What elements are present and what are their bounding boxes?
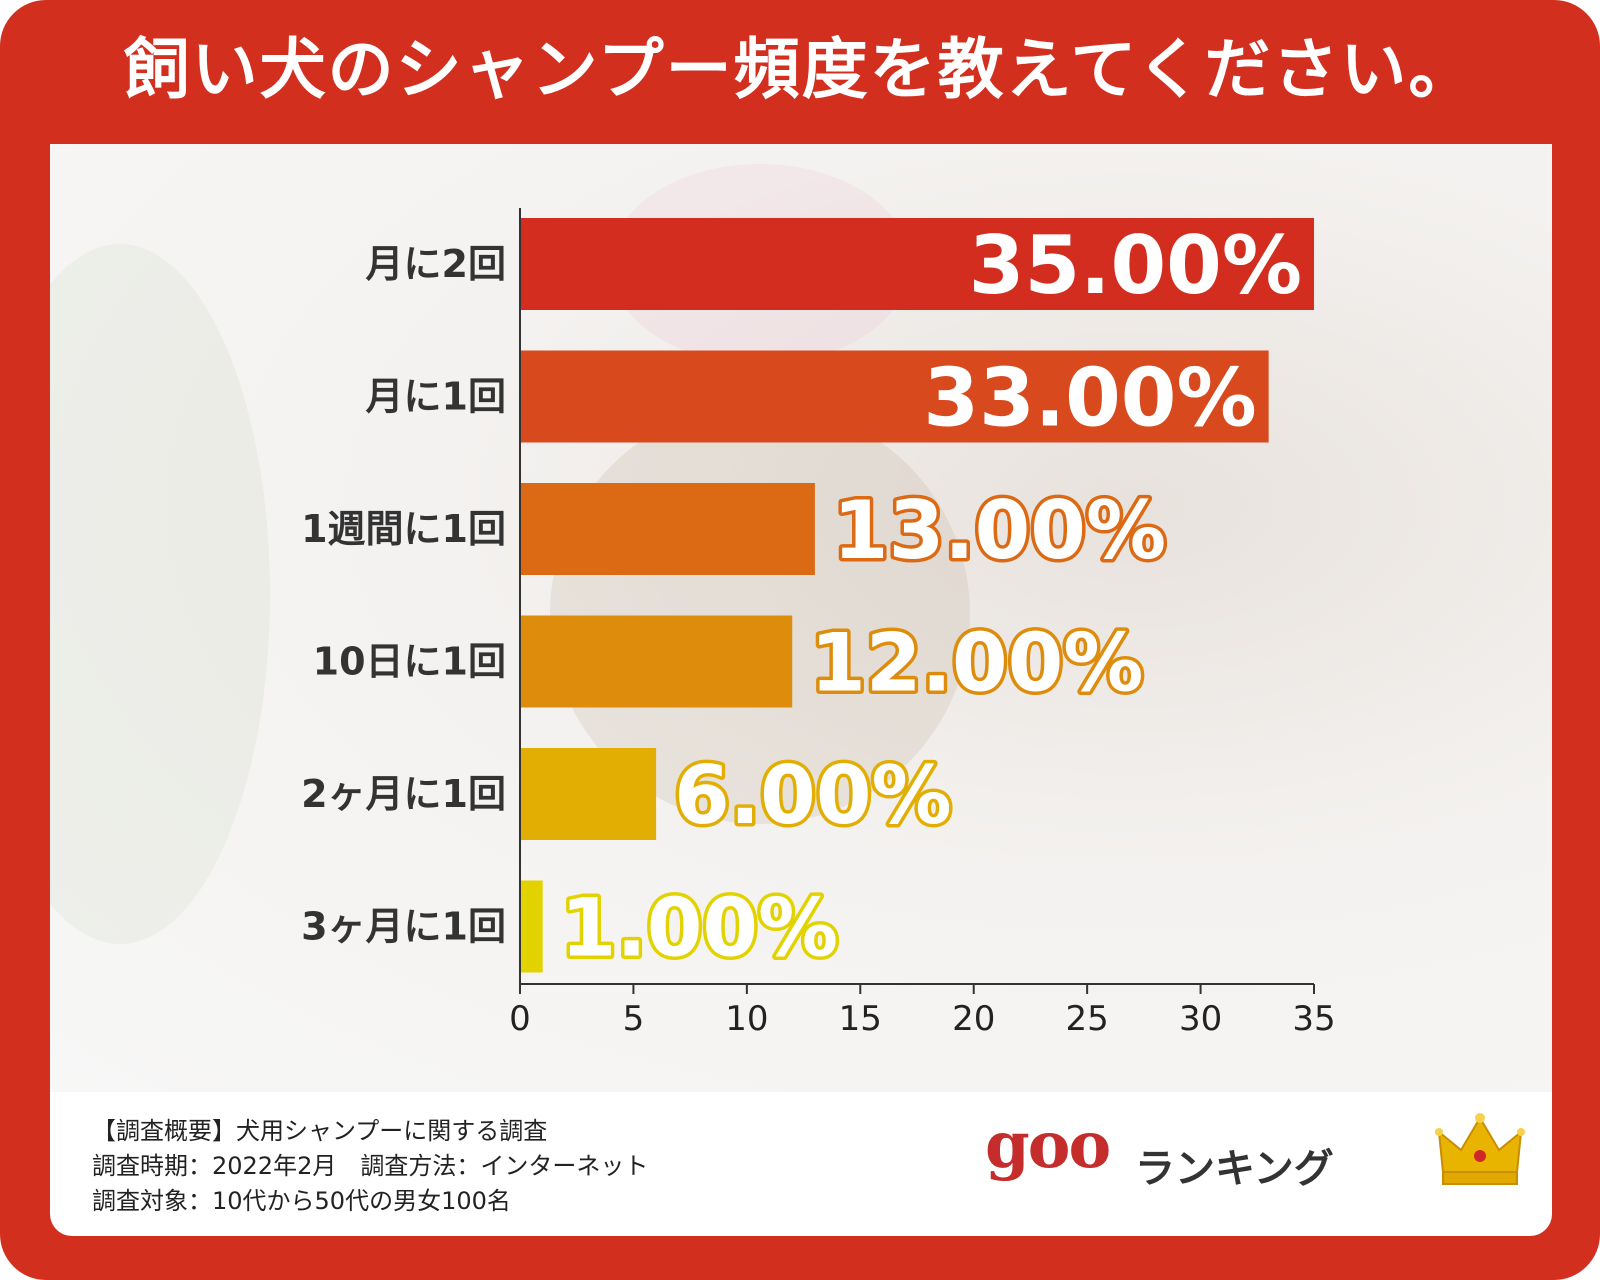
x-tick-label: 5 bbox=[623, 999, 645, 1039]
category-label: 1週間に1回 bbox=[301, 507, 506, 551]
category-label: 10日に1回 bbox=[313, 640, 506, 684]
value-label: 1.00% bbox=[561, 882, 839, 975]
x-tick-label: 30 bbox=[1179, 999, 1222, 1039]
bar bbox=[520, 483, 815, 575]
survey-summary: 【調査概要】犬用シャンプーに関する調査 調査時期：2022年2月 調査方法：イン… bbox=[92, 1114, 648, 1219]
category-label: 3ヶ月に1回 bbox=[301, 905, 506, 949]
bar bbox=[520, 350, 1269, 443]
x-tick-label: 35 bbox=[1292, 999, 1335, 1039]
goo-logo[interactable]: goo bbox=[985, 1108, 1111, 1183]
bar bbox=[520, 615, 793, 708]
value-label: 33.00% bbox=[923, 352, 1256, 445]
survey-line: 調査時期：2022年2月 調査方法：インターネット bbox=[92, 1152, 649, 1180]
value-label: 35.00% bbox=[969, 219, 1302, 312]
value-label: 6.00% bbox=[674, 749, 952, 842]
category-label: 月に1回 bbox=[366, 375, 506, 419]
survey-line: 調査対象：10代から50代の男女100名 bbox=[92, 1187, 511, 1215]
x-tick-label: 20 bbox=[952, 999, 995, 1039]
survey-line: 【調査概要】犬用シャンプーに関する調査 bbox=[92, 1117, 548, 1145]
category-label: 2ヶ月に1回 bbox=[301, 772, 506, 816]
bar bbox=[520, 218, 1314, 310]
category-label: 月に2回 bbox=[366, 242, 506, 286]
x-tick-label: 10 bbox=[725, 999, 768, 1039]
bar bbox=[520, 880, 543, 973]
x-tick-label: 25 bbox=[1066, 999, 1109, 1039]
x-tick-label: 0 bbox=[509, 999, 531, 1039]
value-label: 13.00% bbox=[833, 484, 1166, 577]
footer: 【調査概要】犬用シャンプーに関する調査 調査時期：2022年2月 調査方法：イン… bbox=[50, 1092, 1552, 1236]
value-label: 12.00% bbox=[810, 617, 1143, 710]
bar bbox=[520, 748, 657, 840]
bar-chart: 35.00% 33.00% 13.00% 12.00% 6.00% 1.00% 月に2回月… bbox=[301, 208, 1336, 1039]
crown-icon bbox=[1435, 1113, 1525, 1185]
chart-title: 飼い犬のシャンプー頻度を教えてください。 bbox=[123, 31, 1477, 108]
ranking-logo-text[interactable]: ランキング bbox=[1135, 1146, 1334, 1192]
x-tick-label: 15 bbox=[839, 999, 882, 1039]
